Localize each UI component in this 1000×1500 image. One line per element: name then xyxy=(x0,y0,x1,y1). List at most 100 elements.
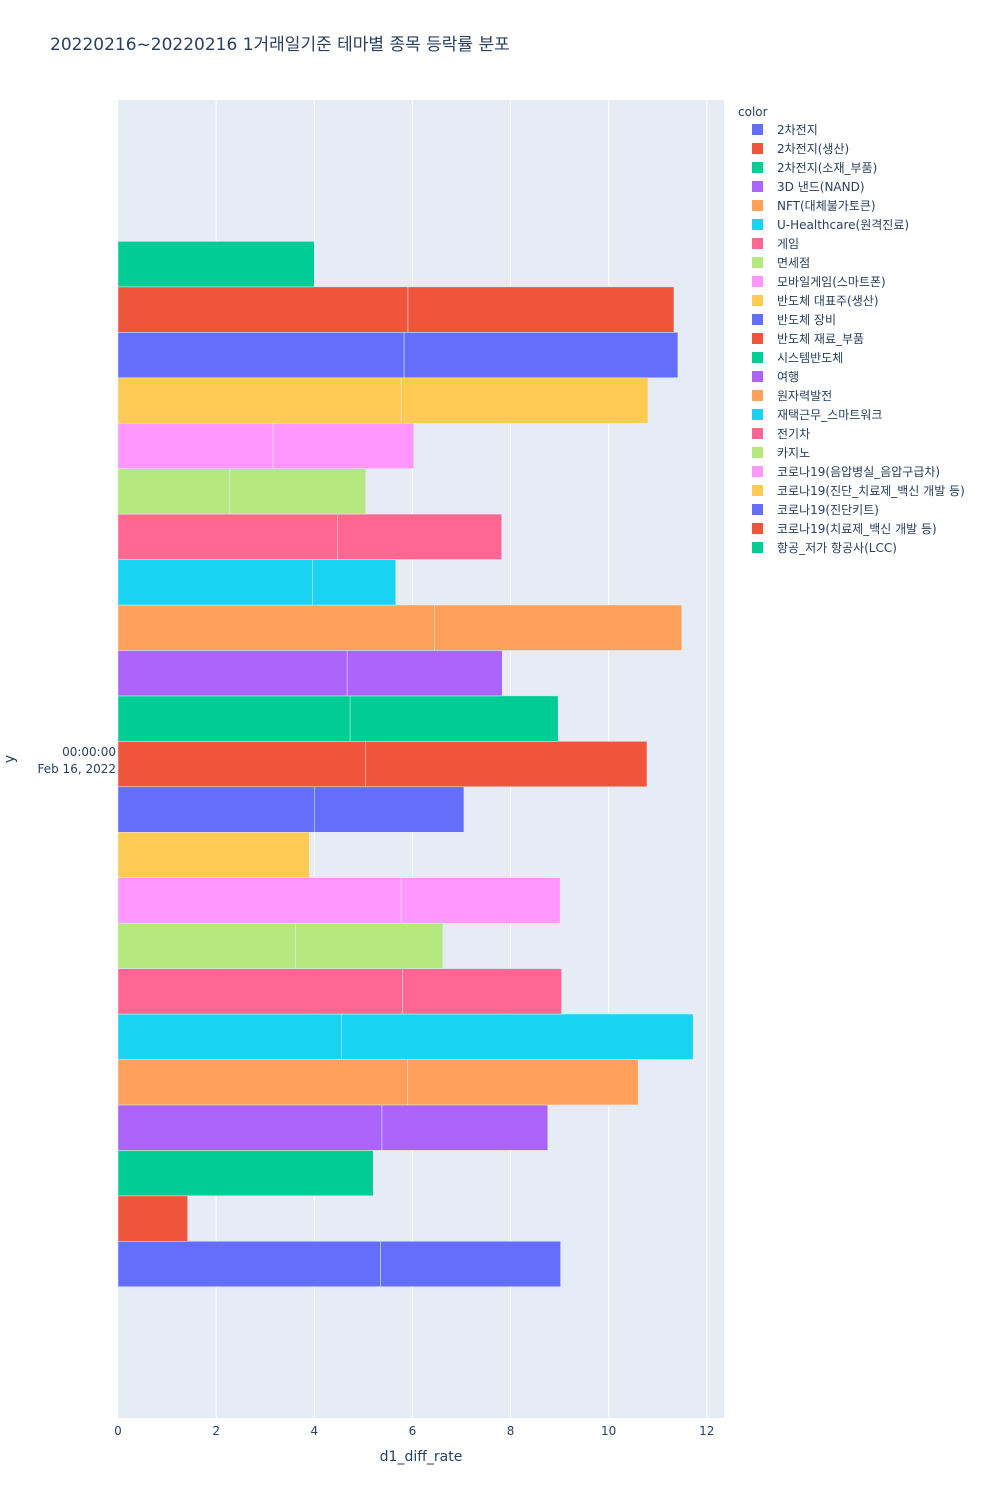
x-tick-label-4: 4 xyxy=(310,1424,318,1438)
legend-entry: 3D 낸드(NAND) xyxy=(777,180,865,194)
legend-swatch xyxy=(752,485,763,496)
bar-segment xyxy=(407,286,675,333)
legend-entry: 반도체 재료_부품 xyxy=(777,332,864,346)
bar-segment xyxy=(117,1013,342,1060)
legend-entry: 전기차 xyxy=(777,427,810,441)
legend-swatch xyxy=(752,276,763,287)
x-tick-label-2: 2 xyxy=(212,1424,220,1438)
legend-entry: NFT(대체불가토큰) xyxy=(777,199,876,213)
legend-swatch xyxy=(752,238,763,249)
bar-segment xyxy=(381,1104,549,1151)
bar-segment xyxy=(314,786,465,833)
bar-segment xyxy=(117,1104,383,1151)
bar-segment xyxy=(117,332,405,379)
bar-segment xyxy=(400,877,561,924)
legend-swatch xyxy=(752,504,763,515)
bar-segment xyxy=(117,786,315,833)
x-tick-label-10: 10 xyxy=(601,1424,616,1438)
bar-segment xyxy=(117,468,231,515)
y-tick-label-date: Feb 16, 2022 xyxy=(38,762,117,776)
legend-swatch xyxy=(752,409,763,420)
legend-entry: 여행 xyxy=(777,369,799,384)
bar-segment xyxy=(434,604,683,651)
legend-swatch xyxy=(752,352,763,363)
legend-swatch xyxy=(752,333,763,344)
legend-swatch xyxy=(752,219,763,230)
legend-entry: 코로나19(진단키트) xyxy=(777,503,879,517)
bar-segment xyxy=(117,241,315,288)
bar-segment xyxy=(117,422,274,469)
legend-swatch xyxy=(752,181,763,192)
legend-swatch xyxy=(752,542,763,553)
bars xyxy=(117,241,694,1287)
bar-segment xyxy=(402,968,562,1015)
legend-swatch xyxy=(752,162,763,173)
legend-entry: 코로나19(치료제_백신 개발 등) xyxy=(777,522,937,536)
x-tick-label-0: 0 xyxy=(114,1424,122,1438)
bar-segment xyxy=(117,922,296,969)
y-tick-label-time: 00:00:00 xyxy=(62,745,116,759)
bar-segment xyxy=(380,1241,561,1287)
legend-entry: 반도체 대표주(생산) xyxy=(777,294,879,308)
legend-entry: 2차전지(소재_부품) xyxy=(777,161,877,175)
legend-title: color xyxy=(738,105,768,119)
legend-entry: 모바일게임(스마트폰) xyxy=(777,275,886,289)
legend-swatch xyxy=(752,466,763,477)
bar-segment xyxy=(117,377,402,424)
legend-swatch xyxy=(752,447,763,458)
legend-swatch xyxy=(752,295,763,306)
y-axis-label: y xyxy=(2,755,18,763)
legend: color 2차전지 2차전지(생산) 2차전지(소재_부품) 3D 낸드(NAND)… xyxy=(738,105,965,555)
legend-swatch xyxy=(752,143,763,154)
bar-segment xyxy=(349,695,559,742)
bar-segment xyxy=(117,604,435,651)
legend-entry: 면세점 xyxy=(777,256,810,270)
bar-segment xyxy=(295,922,444,969)
legend-entry: 코로나19(진단_치료제_백신 개발 등) xyxy=(777,484,965,498)
legend-swatch xyxy=(752,428,763,439)
bar-segment xyxy=(341,1013,694,1060)
legend-swatch xyxy=(752,200,763,211)
bar-segment xyxy=(117,650,348,697)
bar-segment xyxy=(117,1195,188,1242)
legend-entry: 코로나19(음압병실_음압구급차) xyxy=(777,465,940,479)
bar-segment xyxy=(117,513,338,560)
bar-segment xyxy=(346,650,503,697)
bar-segment xyxy=(400,377,649,424)
legend-entry: 재택근무_스마트워크 xyxy=(777,408,882,422)
x-tick-label-6: 6 xyxy=(409,1424,417,1438)
legend-entry: 게임 xyxy=(777,237,799,251)
legend-entry: U-Healthcare(원격진료) xyxy=(777,218,909,232)
legend-swatch xyxy=(752,257,763,268)
chart-title: 20220216~20220216 1거래일기준 테마별 종목 등락률 분포 xyxy=(50,35,510,55)
bar-segment xyxy=(365,741,648,788)
legend-swatch xyxy=(752,314,763,325)
bar-segment xyxy=(117,1241,381,1287)
bar-segment xyxy=(312,559,396,606)
legend-entry: 원자력발전 xyxy=(777,389,832,403)
bar-segment xyxy=(272,422,415,469)
legend-entry: 2차전지 xyxy=(777,123,818,137)
legend-swatch xyxy=(752,390,763,401)
bar-segment xyxy=(229,468,367,515)
legend-entry: 시스템반도체 xyxy=(777,351,843,365)
legend-entry: 카지노 xyxy=(777,446,810,460)
x-tick-label-12: 12 xyxy=(699,1424,714,1438)
bar-segment xyxy=(117,559,313,606)
x-axis-label: d1_diff_rate xyxy=(380,1449,463,1465)
bar-segment xyxy=(117,877,402,924)
bar-segment xyxy=(117,286,409,333)
bar-segment xyxy=(403,332,679,379)
bar-segment xyxy=(117,968,403,1015)
x-axis-ticks: 0 2 4 6 8 10 12 xyxy=(114,1424,714,1438)
legend-swatch xyxy=(752,124,763,135)
legend-entry: 반도체 장비 xyxy=(777,313,836,327)
bar-segment xyxy=(337,513,502,560)
bar-segment xyxy=(407,1059,639,1106)
legend-swatch xyxy=(752,371,763,382)
legend-swatch xyxy=(752,523,763,534)
bar-segment xyxy=(117,741,367,788)
bar-segment xyxy=(117,1150,374,1197)
bar-segment xyxy=(117,831,310,878)
